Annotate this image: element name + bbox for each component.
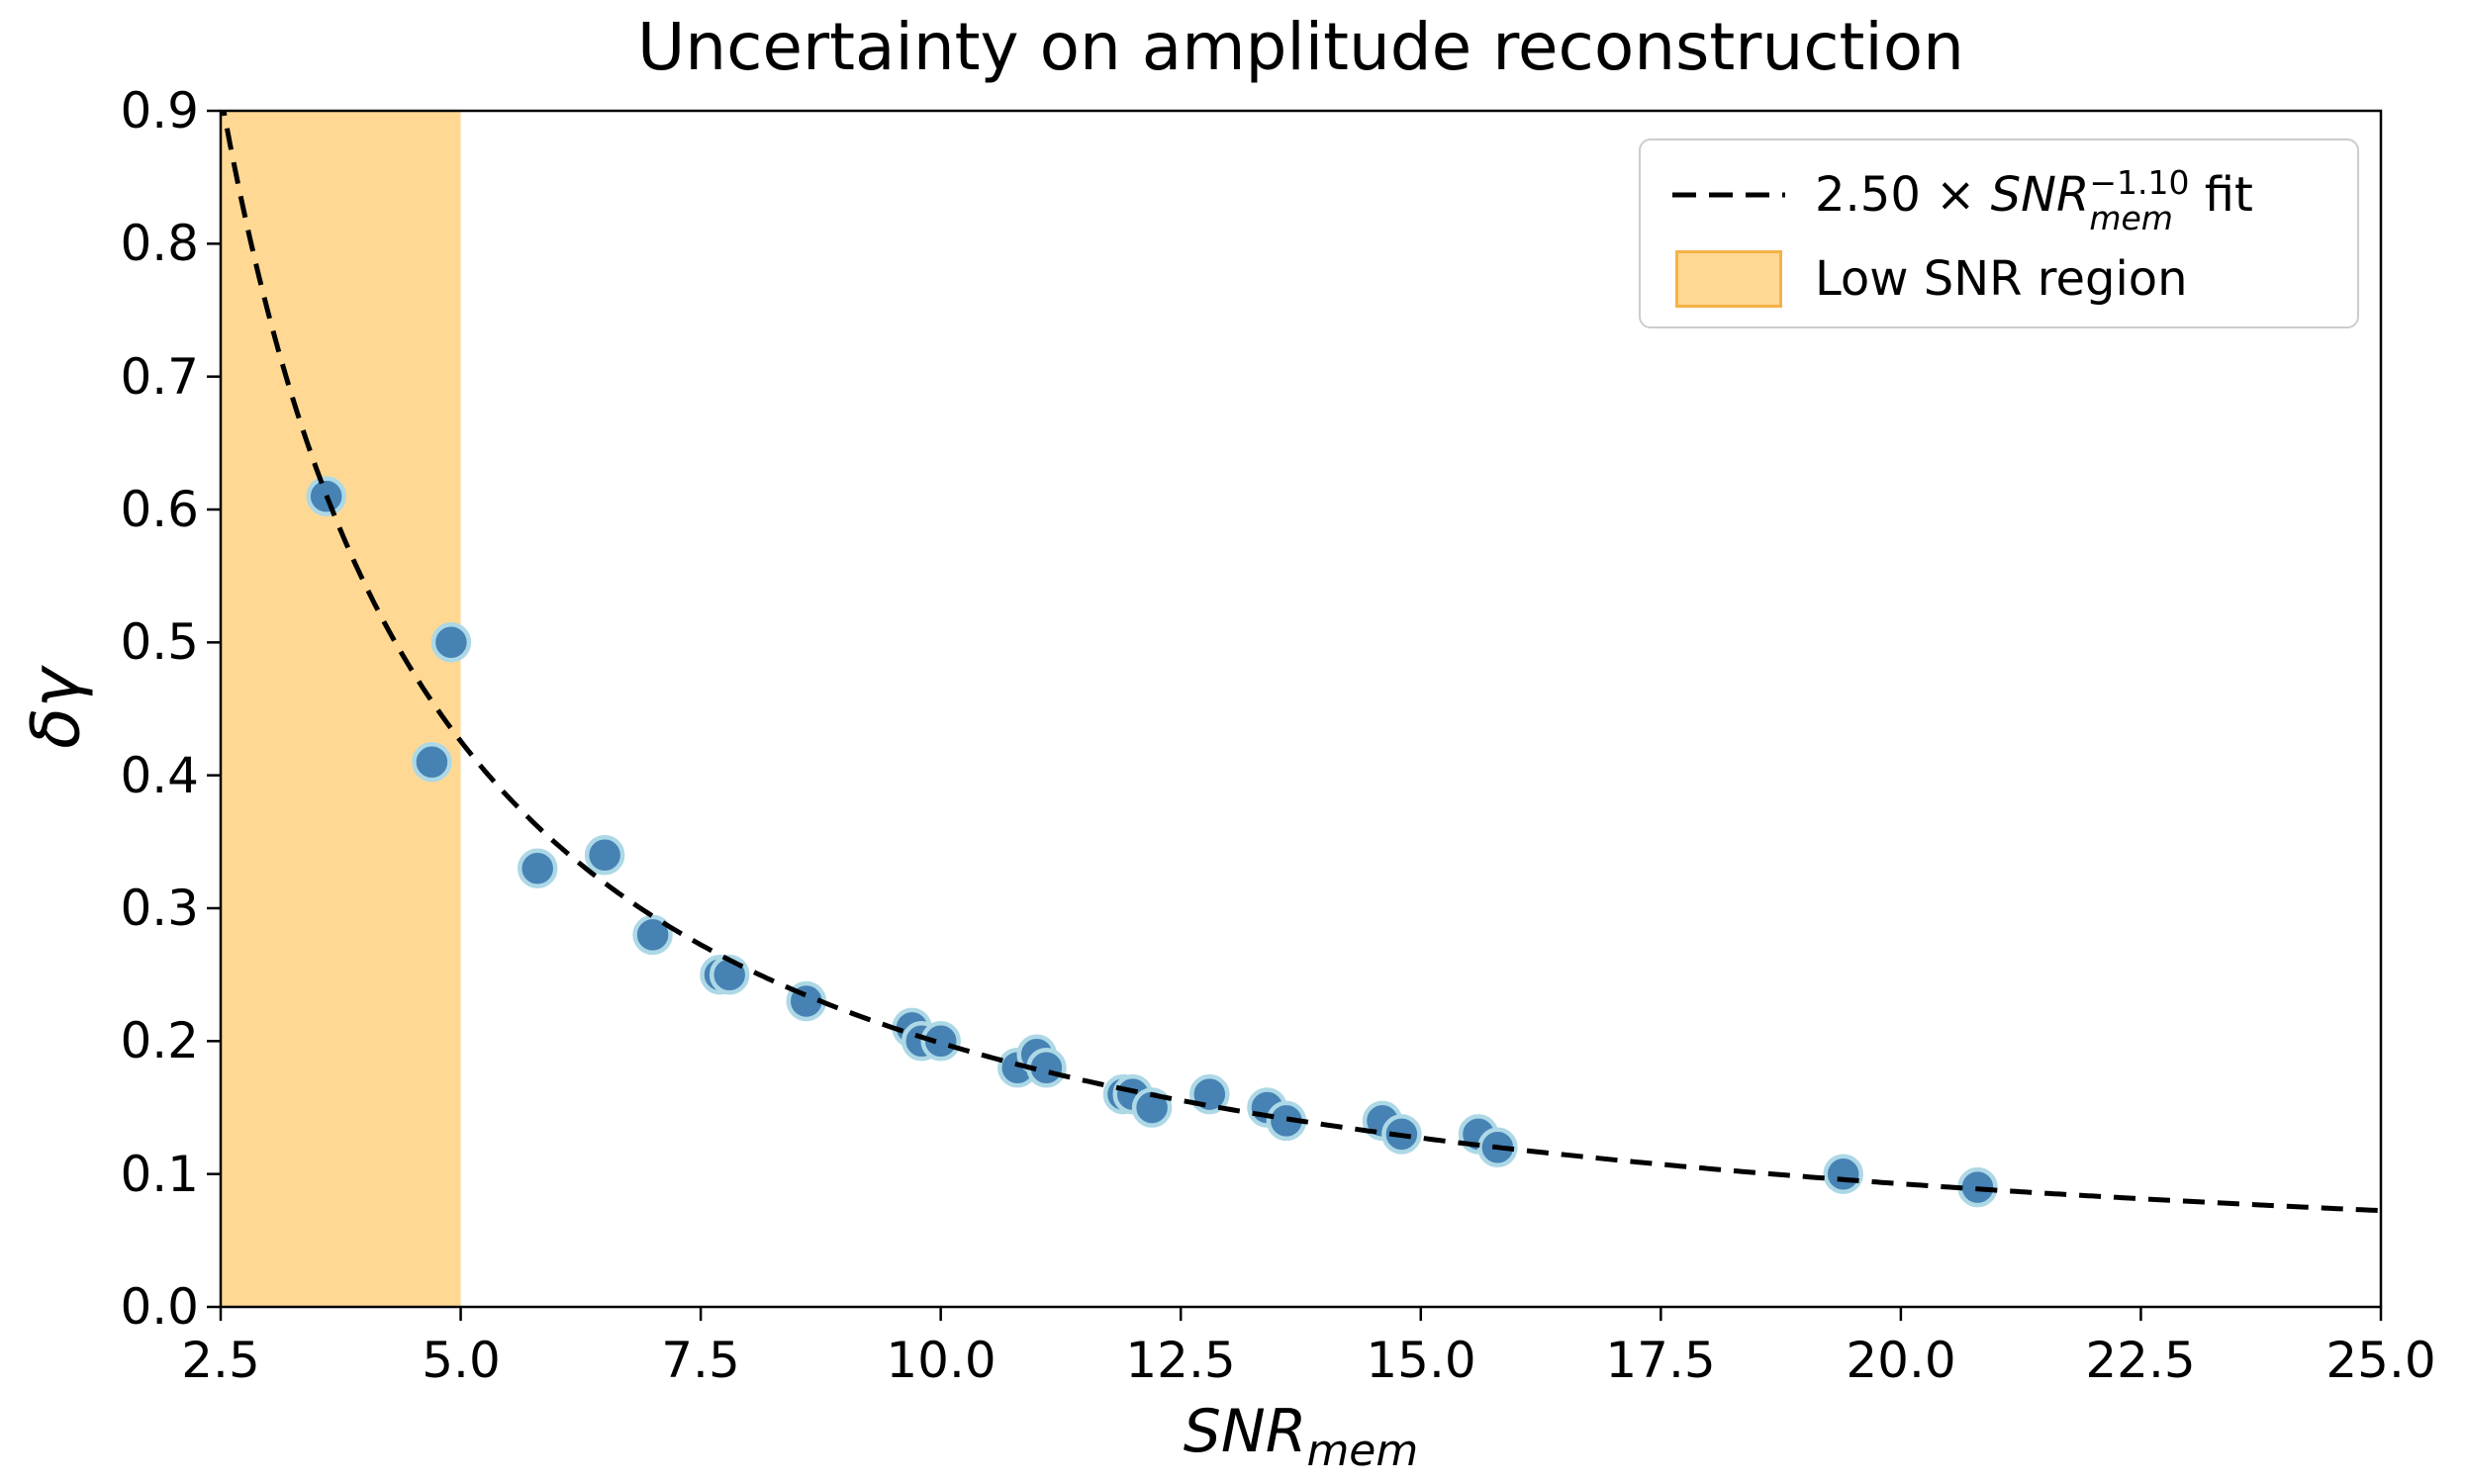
low-snr-region [221, 111, 461, 1307]
x-tick-label: 17.5 [1605, 1332, 1716, 1389]
y-axis-label: δγ [17, 668, 96, 749]
y-tick-label: 0.8 [120, 215, 199, 272]
region-patch-sample [1675, 249, 1782, 308]
x-tick-label: 2.5 [181, 1332, 260, 1389]
y-tick-label: 0.9 [120, 82, 199, 139]
y-tick-label: 0.3 [120, 880, 199, 937]
data-point [1823, 1154, 1863, 1194]
data-point [430, 622, 472, 663]
axes-spines [219, 109, 2383, 1309]
x-tick-label: 12.5 [1125, 1332, 1236, 1389]
x-axis-label-main: SNR [1183, 1397, 1307, 1466]
data-point [517, 848, 558, 888]
legend-region-label: Low SNR region [1815, 250, 2188, 307]
legend-entry-region: Low SNR region [1670, 249, 2327, 308]
y-tick-label: 0.7 [120, 348, 199, 406]
x-tick-label: 7.5 [661, 1332, 740, 1389]
x-tick-label: 5.0 [422, 1332, 501, 1389]
x-tick-label: 15.0 [1366, 1332, 1476, 1389]
fit-subscript: mem [2089, 199, 2173, 237]
x-tick-label: 25.0 [2325, 1332, 2436, 1389]
x-axis-label: SNRmem [221, 1397, 2381, 1476]
x-tick-label: 22.5 [2085, 1332, 2196, 1389]
legend-entry-fit: 2.50 × SNR −1.10 mem fit [1670, 159, 2327, 237]
data-point [632, 914, 673, 956]
x-axis-label-subscript: mem [1306, 1426, 1419, 1476]
x-tick-label: 20.0 [1846, 1332, 1956, 1389]
dashed-line-sample [1670, 189, 1787, 201]
y-tick-label: 0.2 [120, 1012, 199, 1069]
legend-fit-label: 2.50 × SNR −1.10 mem fit [1815, 163, 2253, 237]
y-tick-label: 0.0 [120, 1278, 199, 1336]
y-tick-label: 0.4 [120, 747, 199, 804]
legend: 2.50 × SNR −1.10 mem fit Low SNR region [1639, 139, 2359, 328]
data-point [412, 741, 452, 783]
y-tick-label: 0.5 [120, 613, 199, 671]
data-point [920, 1021, 961, 1062]
fit-curve [221, 111, 2381, 1214]
y-tick-label: 0.6 [120, 481, 199, 538]
data-point [584, 835, 625, 876]
y-tick-label: 0.1 [120, 1146, 199, 1203]
chart-title: Uncertainty on amplitude reconstruction [637, 9, 1964, 85]
x-tick-label: 10.0 [886, 1332, 996, 1389]
fit-exponent: −1.10 [2089, 163, 2190, 203]
